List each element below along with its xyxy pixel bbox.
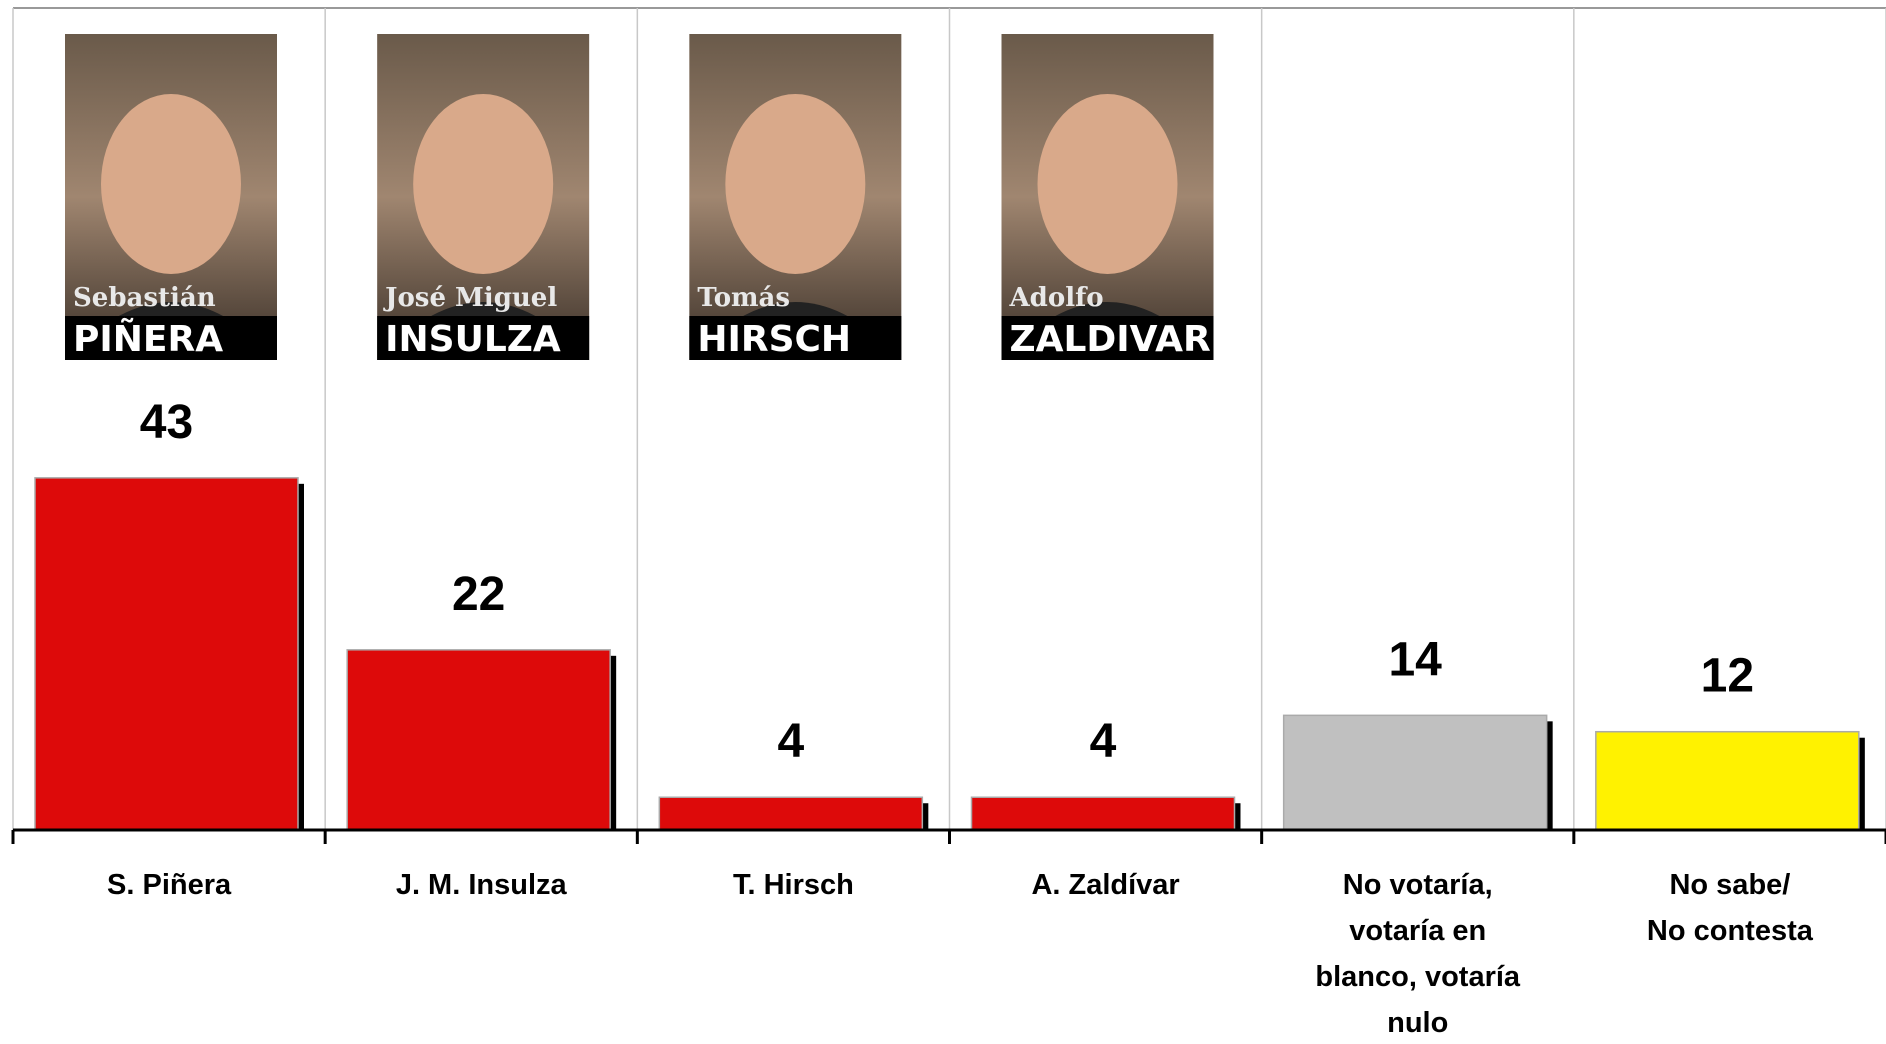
bar-shadow (922, 803, 929, 830)
category-label: T. Hirsch (732, 869, 854, 901)
value-label: 22 (452, 568, 505, 621)
bar (346, 649, 611, 831)
value-label: 12 (1701, 650, 1754, 703)
value-label: 14 (1388, 633, 1442, 686)
category-label: S. Piñera (107, 869, 232, 901)
bar (1595, 730, 1860, 831)
bar-shadow (610, 655, 617, 830)
photo-first-name: José Miguel (383, 283, 557, 313)
category-label: No votaría, votaría en blanco, votaría n… (1315, 869, 1521, 1039)
photo-first-name: Adolfo (1009, 283, 1104, 313)
bar-shadow (1234, 803, 1241, 830)
bar-shadow (1546, 721, 1553, 830)
photo-first-name: Sebastián (73, 283, 216, 313)
caption-band (689, 316, 902, 360)
photo-last-name: PIÑERA (73, 318, 223, 360)
category-label-box: No votaría, votaría en blanco, votaría n… (1315, 869, 1521, 1039)
category-label-box: T. Hirsch (732, 869, 854, 901)
category-label-box: J. M. Insulza (395, 869, 567, 901)
category-label-box: No sabe/ No contesta (1646, 869, 1813, 947)
caption-band (377, 316, 590, 360)
photo-last-name: HIRSCH (697, 319, 851, 360)
photo-first-name: Tomás (697, 283, 790, 313)
category-label-box: S. Piñera (107, 869, 232, 901)
photo-face (101, 94, 241, 274)
value-label: 4 (1090, 715, 1117, 768)
bar (1282, 714, 1548, 831)
value-label: 43 (140, 396, 193, 449)
caption-band (65, 316, 277, 360)
category-label-box: A. Zaldívar (1031, 869, 1180, 901)
photo-face (725, 94, 866, 274)
bar (34, 477, 299, 831)
category-label: A. Zaldívar (1031, 869, 1180, 901)
category-label: J. M. Insulza (395, 869, 567, 901)
bar (658, 796, 924, 831)
value-label: 4 (777, 715, 804, 768)
photo-face (413, 94, 554, 274)
bar (970, 796, 1236, 831)
bar-shadow (298, 483, 304, 830)
photo-face (1037, 94, 1178, 274)
bar-shadow (1858, 737, 1865, 830)
photo-last-name: INSULZA (385, 319, 561, 360)
caption-band (1001, 316, 1214, 360)
photo-last-name: ZALDIVAR (1010, 319, 1211, 360)
category-label: No sabe/ No contesta (1646, 869, 1813, 947)
